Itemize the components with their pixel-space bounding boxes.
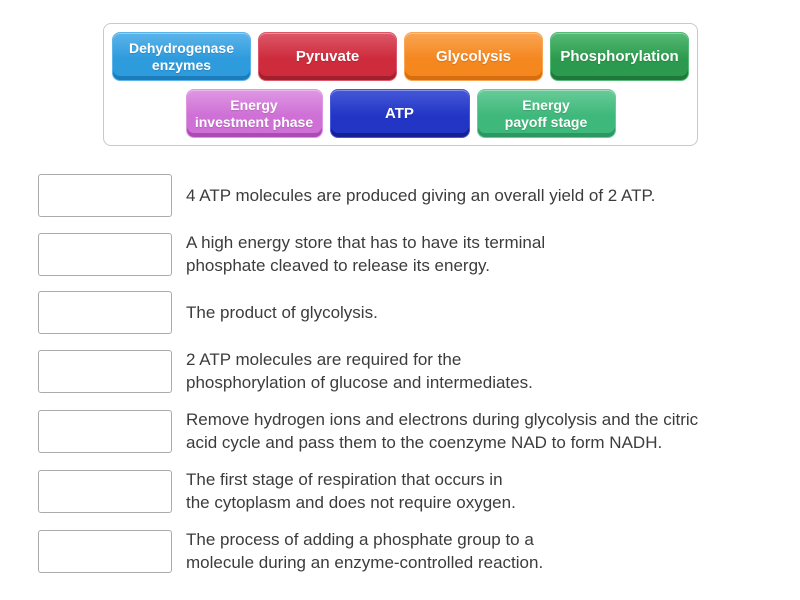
word-tile-atp[interactable]: ATP — [329, 89, 470, 138]
word-bank-row-2: Energy investment phase ATP Energy payof… — [112, 89, 689, 138]
answer-drop-zone-7[interactable] — [38, 529, 172, 573]
word-tile-phosphorylation[interactable]: Phosphorylation — [550, 32, 689, 81]
clue-text: 2 ATP molecules are required for the pho… — [186, 350, 533, 392]
match-row: 4 ATP molecules are produced giving an o… — [38, 174, 782, 217]
word-tile-label: Energy investment phase — [194, 96, 314, 130]
match-row: The process of adding a phosphate group … — [38, 528, 782, 574]
answer-drop-zone-5[interactable] — [38, 409, 172, 453]
word-tile-glycolysis[interactable]: Glycolysis — [404, 32, 543, 81]
answer-drop-zone-4[interactable] — [38, 349, 172, 393]
clue-text: A high energy store that has to have its… — [186, 233, 546, 275]
word-tile-energy-payoff-stage[interactable]: Energy payoff stage — [476, 89, 616, 138]
word-tile-energy-investment-phase[interactable]: Energy investment phase — [185, 89, 323, 138]
word-tile-label: Energy payoff stage — [504, 96, 588, 130]
answer-drop-zone-6[interactable] — [38, 469, 172, 513]
word-tile-label: Phosphorylation — [560, 47, 679, 65]
match-row: A high energy store that has to have its… — [38, 231, 782, 277]
word-tile-pyruvate[interactable]: Pyruvate — [258, 32, 397, 81]
word-tile-label: Dehydrogenase enzymes — [128, 39, 235, 73]
answer-drop-zone-2[interactable] — [38, 232, 172, 276]
word-tile-label: ATP — [385, 104, 414, 122]
match-list: 4 ATP molecules are produced giving an o… — [38, 174, 782, 588]
word-tile-label: Pyruvate — [295, 47, 360, 65]
match-row: The product of glycolysis. — [38, 291, 782, 334]
clue-text: Remove hydrogen ions and electrons durin… — [186, 410, 699, 452]
word-tile-dehydrogenase-enzymes[interactable]: Dehydrogenase enzymes — [112, 32, 251, 81]
match-row: Remove hydrogen ions and electrons durin… — [38, 408, 782, 454]
clue-text: The product of glycolysis. — [186, 303, 378, 322]
match-row: The first stage of respiration that occu… — [38, 468, 782, 514]
answer-drop-zone-3[interactable] — [38, 291, 172, 334]
word-bank: Dehydrogenase enzymes Pyruvate Glycolysi… — [103, 23, 698, 146]
answer-drop-zone-1[interactable] — [38, 174, 172, 217]
word-tile-label: Glycolysis — [435, 47, 512, 65]
clue-text: The process of adding a phosphate group … — [186, 530, 544, 572]
match-row: 2 ATP molecules are required for the pho… — [38, 348, 782, 394]
word-bank-row-1: Dehydrogenase enzymes Pyruvate Glycolysi… — [112, 32, 689, 81]
clue-text: 4 ATP molecules are produced giving an o… — [186, 186, 656, 205]
clue-text: The first stage of respiration that occu… — [186, 470, 516, 512]
